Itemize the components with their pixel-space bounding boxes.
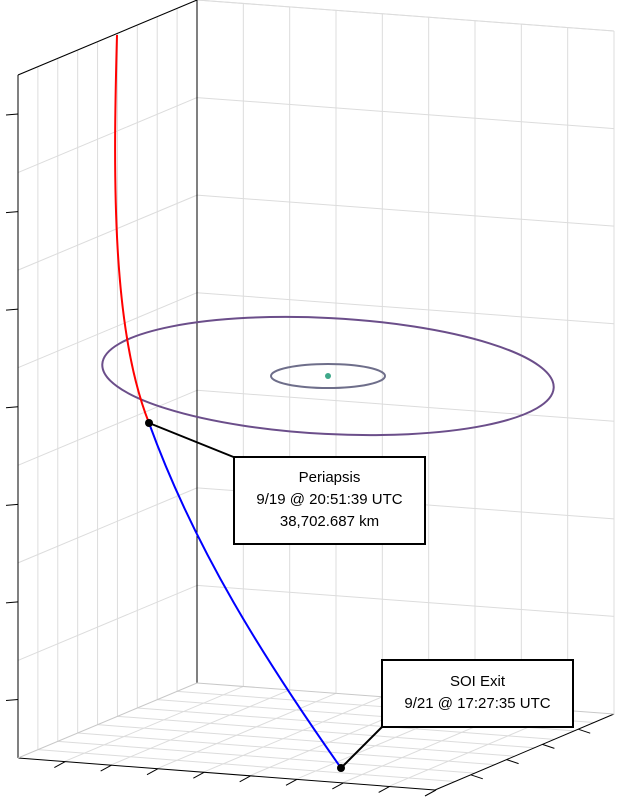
x-axis-line: [17, 757, 436, 791]
trajectory: [114, 34, 342, 769]
x-tick: [100, 764, 112, 772]
top-edge-line: [17, 0, 198, 76]
periapsis-marker: [145, 419, 153, 427]
grid-line: [137, 707, 555, 740]
soi-exit-leader: [340, 726, 383, 769]
grid-line: [196, 194, 615, 227]
grid-line: [37, 749, 455, 783]
grid-line: [77, 732, 495, 766]
grid-line: [117, 715, 535, 749]
grid-line: [196, 584, 615, 617]
central-body: [325, 373, 331, 379]
y-tick: [542, 743, 555, 749]
grid-line: [110, 689, 290, 766]
z-tick: [5, 308, 19, 311]
axes-frame: [17, 0, 615, 791]
grid-line: [17, 97, 198, 174]
inner-orbit: [270, 363, 386, 389]
y-tick: [578, 728, 591, 734]
z-tick: [5, 113, 19, 116]
approach-leg: [114, 34, 150, 424]
periapsis-callout: Periapsis 9/19 @ 20:51:39 UTC 38,702.687…: [233, 456, 426, 545]
z-tick: [5, 698, 19, 701]
x-tick: [378, 786, 390, 793]
outer-orbit: [101, 315, 555, 437]
periapsis-time: 9/19 @ 20:51:39 UTC: [256, 491, 403, 508]
y-tick: [506, 759, 519, 765]
periapsis-leader: [148, 422, 237, 459]
z-tick: [5, 503, 19, 506]
periapsis-altitude: 38,702.687 km: [279, 513, 380, 530]
grid-line: [17, 487, 198, 564]
grid-line: [17, 194, 198, 271]
z-tick: [5, 601, 19, 604]
departure-leg: [148, 422, 342, 769]
x-tick: [239, 775, 251, 783]
grid-line: [196, 97, 615, 130]
soi-exit-callout: SOI Exit 9/21 @ 17:27:35 UTC: [381, 659, 574, 728]
axis-ticks: [5, 113, 591, 797]
grid-line: [156, 692, 337, 770]
x-tick: [54, 761, 66, 768]
callout-leaders: [148, 422, 383, 769]
soi-exit-marker: [337, 764, 345, 772]
y-tick: [470, 774, 483, 780]
grid-line: [17, 584, 198, 661]
periapsis-title: Periapsis: [298, 469, 361, 486]
grid-line: [17, 292, 198, 369]
z-tick: [5, 406, 19, 409]
x-tick: [193, 771, 205, 779]
grid-line: [203, 696, 383, 773]
grid-line: [17, 389, 198, 466]
grid-line: [196, 292, 615, 325]
x-tick: [424, 789, 437, 797]
x-tick: [332, 782, 344, 790]
soi-exit-time: 9/21 @ 17:27:35 UTC: [404, 695, 551, 712]
orbits: [101, 315, 555, 437]
y-axis-line: [434, 713, 615, 791]
grid-line: [57, 740, 475, 774]
x-tick: [285, 778, 298, 786]
grid-line: [97, 724, 515, 757]
grid-line: [196, 389, 615, 422]
event-markers: [145, 419, 345, 772]
floor-edge-line: [17, 682, 198, 759]
grid-line: [196, 0, 615, 32]
z-tick: [5, 211, 19, 214]
x-tick: [146, 768, 159, 776]
grid-line: [64, 685, 244, 763]
soi-exit-title: SOI Exit: [449, 673, 505, 690]
